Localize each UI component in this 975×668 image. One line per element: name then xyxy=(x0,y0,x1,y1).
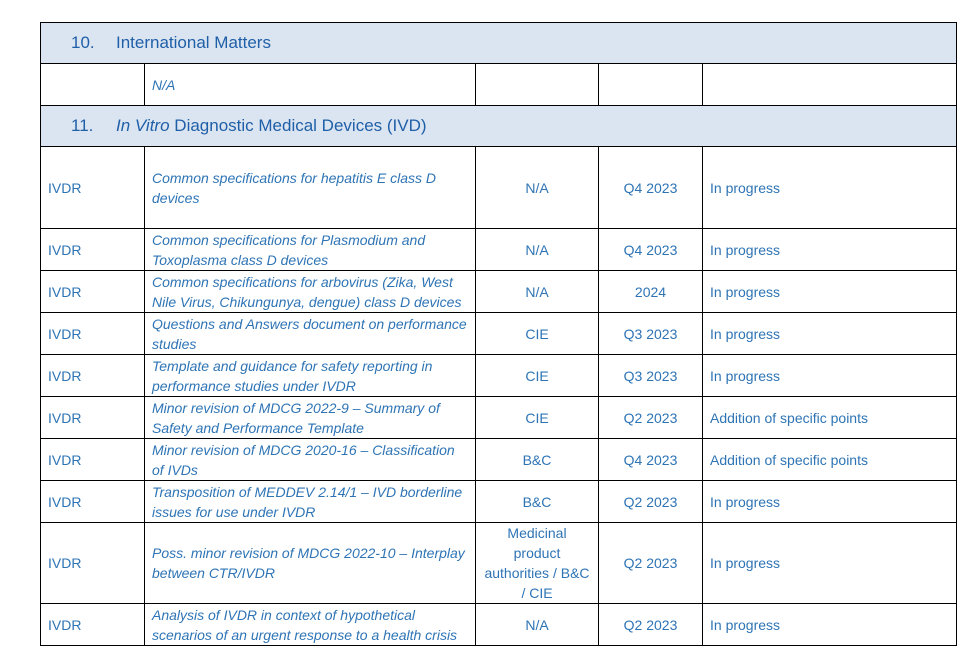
topic-cell: Common specifications for hepatitis E cl… xyxy=(144,146,476,229)
section-number: 10. xyxy=(71,33,95,52)
lead-cell: N/A xyxy=(475,603,599,646)
status-cell: In progress xyxy=(702,354,957,397)
timeline-cell: Q2 2023 xyxy=(598,480,703,523)
lead-cell: B&C xyxy=(475,480,599,523)
ivd-rows: IVDR Common specifications for hepatitis … xyxy=(40,146,957,646)
timeline-cell: Q3 2023 xyxy=(598,312,703,355)
area-cell xyxy=(40,63,145,106)
timeline-cell: Q2 2023 xyxy=(598,603,703,646)
status-cell: In progress xyxy=(702,312,957,355)
topic-cell: Transposition of MEDDEV 2.14/1 – IVD bor… xyxy=(144,480,476,523)
topic-cell: Template and guidance for safety reporti… xyxy=(144,354,476,397)
topic-cell: Minor revision of MDCG 2020-16 – Classif… xyxy=(144,438,476,481)
lead-cell: N/A xyxy=(475,146,599,229)
lead-cell: B&C xyxy=(475,438,599,481)
status-cell: In progress xyxy=(702,603,957,646)
table-row: IVDR Minor revision of MDCG 2022-9 – Summ… xyxy=(40,396,957,439)
lead-cell: Medicinal product authorities / B&C / CI… xyxy=(475,522,599,604)
table-row: N/A xyxy=(40,63,957,106)
section-11-header: 11. In Vitro Diagnostic Medical Devices (… xyxy=(40,105,957,147)
topic-cell: Common specifications for arbovirus (Zik… xyxy=(144,270,476,313)
topic-cell: N/A xyxy=(144,63,476,106)
status-cell: In progress xyxy=(702,480,957,523)
table-row: IVDR Minor revision of MDCG 2020-16 – Cla… xyxy=(40,438,957,481)
section-title: Diagnostic Medical Devices (IVD) xyxy=(169,116,427,135)
lead-cell: CIE xyxy=(475,354,599,397)
table-row: IVDR Transposition of MEDDEV 2.14/1 – IVD… xyxy=(40,480,957,523)
table-row: IVDR Poss. minor revision of MDCG 2022-10… xyxy=(40,522,957,604)
section-title-italic: In Vitro xyxy=(116,116,170,135)
table-row: IVDR Analysis of IVDR in context of hypot… xyxy=(40,603,957,646)
timeline-cell: Q2 2023 xyxy=(598,396,703,439)
table-row: IVDR Common specifications for hepatitis … xyxy=(40,146,957,229)
timeline-cell: Q4 2023 xyxy=(598,146,703,229)
topic-cell: Analysis of IVDR in context of hypotheti… xyxy=(144,603,476,646)
status-cell: Addition of specific points xyxy=(702,438,957,481)
table-row: IVDR Questions and Answers document on pe… xyxy=(40,312,957,355)
table-row: IVDR Common specifications for Plasmodium… xyxy=(40,228,957,271)
lead-cell xyxy=(475,63,599,106)
section-10-header: 10. International Matters xyxy=(40,22,957,64)
status-cell: In progress xyxy=(702,228,957,271)
area-cell: IVDR xyxy=(40,312,145,355)
lead-cell: CIE xyxy=(475,396,599,439)
status-cell xyxy=(702,63,957,106)
timeline-cell: Q4 2023 xyxy=(598,438,703,481)
timeline-cell: 2024 xyxy=(598,270,703,313)
area-cell: IVDR xyxy=(40,480,145,523)
area-cell: IVDR xyxy=(40,146,145,229)
status-cell: In progress xyxy=(702,270,957,313)
area-cell: IVDR xyxy=(40,396,145,439)
status-cell: Addition of specific points xyxy=(702,396,957,439)
topic-cell: Questions and Answers document on perfor… xyxy=(144,312,476,355)
status-cell: In progress xyxy=(702,522,957,604)
timeline-cell: Q2 2023 xyxy=(598,522,703,604)
area-cell: IVDR xyxy=(40,270,145,313)
section-number: 11. xyxy=(71,116,94,135)
area-cell: IVDR xyxy=(40,438,145,481)
table-row: IVDR Common specifications for arbovirus … xyxy=(40,270,957,313)
area-cell: IVDR xyxy=(40,228,145,271)
area-cell: IVDR xyxy=(40,522,145,604)
status-cell: In progress xyxy=(702,146,957,229)
table-row: IVDR Template and guidance for safety rep… xyxy=(40,354,957,397)
section-title: International Matters xyxy=(116,33,271,52)
timeline-cell xyxy=(598,63,703,106)
lead-cell: N/A xyxy=(475,270,599,313)
topic-cell: Common specifications for Plasmodium and… xyxy=(144,228,476,271)
timeline-cell: Q4 2023 xyxy=(598,228,703,271)
lead-cell: N/A xyxy=(475,228,599,271)
timeline-cell: Q3 2023 xyxy=(598,354,703,397)
area-cell: IVDR xyxy=(40,354,145,397)
work-programme-table: 10. International Matters N/A 11. In Vitro… xyxy=(40,22,957,646)
lead-cell: CIE xyxy=(475,312,599,355)
topic-cell: Poss. minor revision of MDCG 2022-10 – I… xyxy=(144,522,476,604)
area-cell: IVDR xyxy=(40,603,145,646)
topic-cell: Minor revision of MDCG 2022-9 – Summary … xyxy=(144,396,476,439)
